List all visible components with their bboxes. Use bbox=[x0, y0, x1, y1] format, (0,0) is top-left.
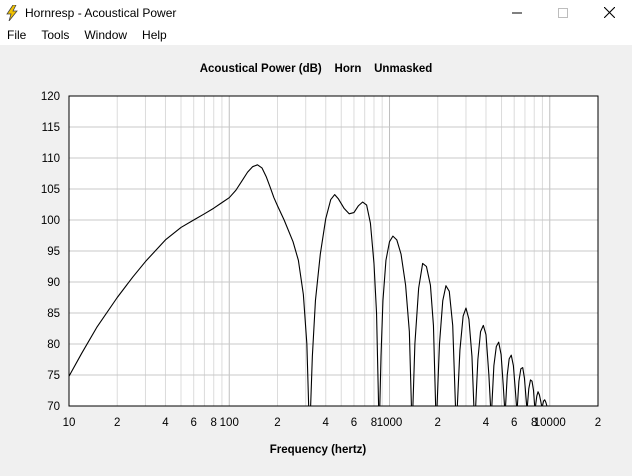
chart-title: Acoustical Power (dB) Horn Unmasked bbox=[199, 63, 433, 75]
x-tick-label: 10 bbox=[63, 417, 76, 429]
x-tick-label: 4 bbox=[323, 417, 330, 429]
x-tick-label: 6 bbox=[511, 417, 517, 429]
menu-help[interactable]: Help bbox=[142, 28, 167, 42]
y-tick-label: 100 bbox=[41, 215, 60, 227]
x-tick-label: 2 bbox=[274, 417, 280, 429]
y-tick-label: 90 bbox=[47, 277, 60, 289]
y-tick-label: 85 bbox=[47, 308, 60, 320]
window-title: Hornresp - Acoustical Power bbox=[25, 5, 177, 20]
menu-window[interactable]: Window bbox=[84, 28, 128, 42]
power-curve-segment bbox=[541, 399, 548, 407]
power-curve-segment bbox=[310, 194, 380, 407]
power-curve-segment bbox=[456, 307, 475, 407]
y-tick-label: 120 bbox=[41, 91, 60, 103]
menu-tools[interactable]: Tools bbox=[41, 28, 70, 42]
power-curve-segment bbox=[379, 235, 412, 407]
x-tick-label: 2 bbox=[114, 417, 120, 429]
x-tick-label: 8 bbox=[531, 417, 537, 429]
minimize-icon bbox=[512, 12, 522, 13]
power-curve-segment bbox=[491, 341, 506, 407]
power-curve-segment bbox=[412, 262, 437, 407]
x-tick-label: 8 bbox=[211, 417, 217, 429]
y-tick-label: 75 bbox=[47, 370, 60, 382]
x-tick-label: 4 bbox=[483, 417, 490, 429]
x-tick-label: 2 bbox=[595, 417, 601, 429]
x-tick-label: 100 bbox=[220, 417, 239, 429]
window-controls bbox=[494, 0, 632, 25]
power-curve-segment bbox=[505, 354, 518, 407]
x-tick-label: 6 bbox=[351, 417, 357, 429]
y-tick-label: 110 bbox=[42, 153, 60, 165]
y-tick-label: 105 bbox=[41, 184, 60, 196]
y-tick-label: 115 bbox=[42, 122, 60, 134]
maximize-button[interactable] bbox=[540, 0, 586, 25]
y-tick-label: 95 bbox=[47, 246, 60, 258]
x-tick-label: 10000 bbox=[534, 417, 566, 429]
y-tick-label: 70 bbox=[47, 401, 60, 413]
power-curve-segment bbox=[534, 391, 543, 407]
power-curve-segment bbox=[526, 379, 536, 407]
x-tick-label: 8 bbox=[371, 417, 377, 429]
close-button[interactable] bbox=[586, 0, 632, 25]
title-bar[interactable]: Hornresp - Acoustical Power bbox=[0, 0, 632, 25]
close-icon bbox=[603, 7, 615, 18]
menu-bar: File Tools Window Help bbox=[0, 25, 632, 45]
power-curve-segment bbox=[475, 324, 492, 407]
plot-border bbox=[68, 95, 599, 407]
menu-file[interactable]: File bbox=[7, 28, 27, 42]
maximize-icon bbox=[558, 7, 568, 18]
x-tick-label: 6 bbox=[190, 417, 196, 429]
x-axis-label: Frequency (hertz) bbox=[269, 444, 367, 456]
power-curve-segment bbox=[436, 285, 457, 407]
power-curve-segment bbox=[516, 367, 528, 407]
x-tick-label: 2 bbox=[435, 417, 441, 429]
x-tick-label: 1000 bbox=[377, 417, 403, 429]
y-tick-label: 80 bbox=[47, 339, 60, 351]
minimize-button[interactable] bbox=[494, 0, 540, 25]
x-tick-label: 4 bbox=[162, 417, 169, 429]
lightning-icon bbox=[6, 4, 18, 21]
power-curve-segment bbox=[68, 164, 310, 407]
